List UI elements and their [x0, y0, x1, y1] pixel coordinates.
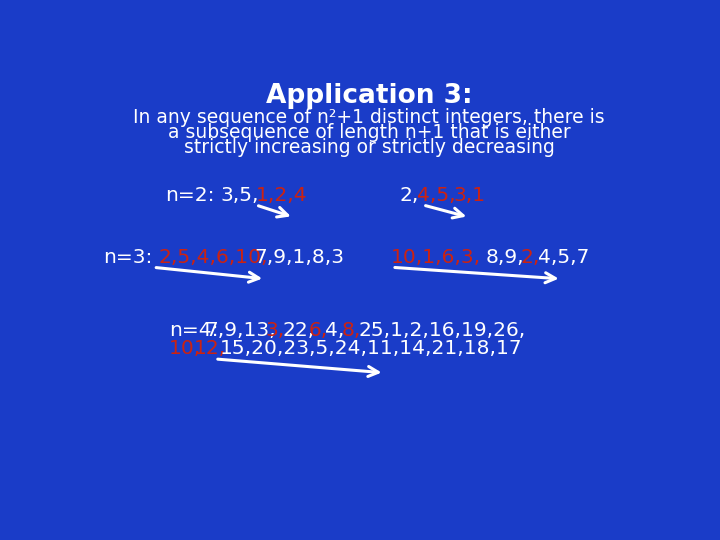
Text: 22,: 22, [283, 321, 315, 340]
Text: 8,9,: 8,9, [486, 248, 525, 267]
Text: n=3:: n=3: [104, 248, 153, 267]
Text: 10,1,6,3,: 10,1,6,3, [390, 248, 481, 267]
Text: 7,9,1,8,3: 7,9,1,8,3 [254, 248, 344, 267]
Text: 10,: 10, [168, 339, 201, 357]
Text: n=4:: n=4: [168, 321, 218, 340]
Text: 15,20,23,5,24,11,14,21,18,17: 15,20,23,5,24,11,14,21,18,17 [220, 339, 522, 357]
Text: 4,5,: 4,5, [417, 186, 455, 205]
Text: In any sequence of n²+1 distinct integers, there is: In any sequence of n²+1 distinct integer… [133, 107, 605, 127]
Text: 3,: 3, [266, 321, 285, 340]
Text: 3,5,: 3,5, [220, 186, 259, 205]
Text: 2,: 2, [400, 186, 419, 205]
Text: Application 3:: Application 3: [266, 83, 472, 109]
Text: 25,1,2,16,19,26,: 25,1,2,16,19,26, [359, 321, 526, 340]
Text: 1,2,4: 1,2,4 [256, 186, 307, 205]
Text: strictly increasing or strictly decreasing: strictly increasing or strictly decreasi… [184, 138, 554, 158]
Text: 2,: 2, [521, 248, 540, 267]
Text: 4,5,7: 4,5,7 [538, 248, 589, 267]
Text: 12,: 12, [194, 339, 227, 357]
Text: 3,1: 3,1 [454, 186, 486, 205]
Text: 2,5,4,6,10,: 2,5,4,6,10, [159, 248, 269, 267]
Text: a subsequence of length n+1 that is either: a subsequence of length n+1 that is eith… [168, 123, 570, 142]
Text: 4,: 4, [325, 321, 344, 340]
Text: 8,: 8, [342, 321, 361, 340]
Text: 7,9,13,: 7,9,13, [206, 321, 276, 340]
Text: 6,: 6, [308, 321, 328, 340]
Text: n=2:: n=2: [165, 186, 215, 205]
